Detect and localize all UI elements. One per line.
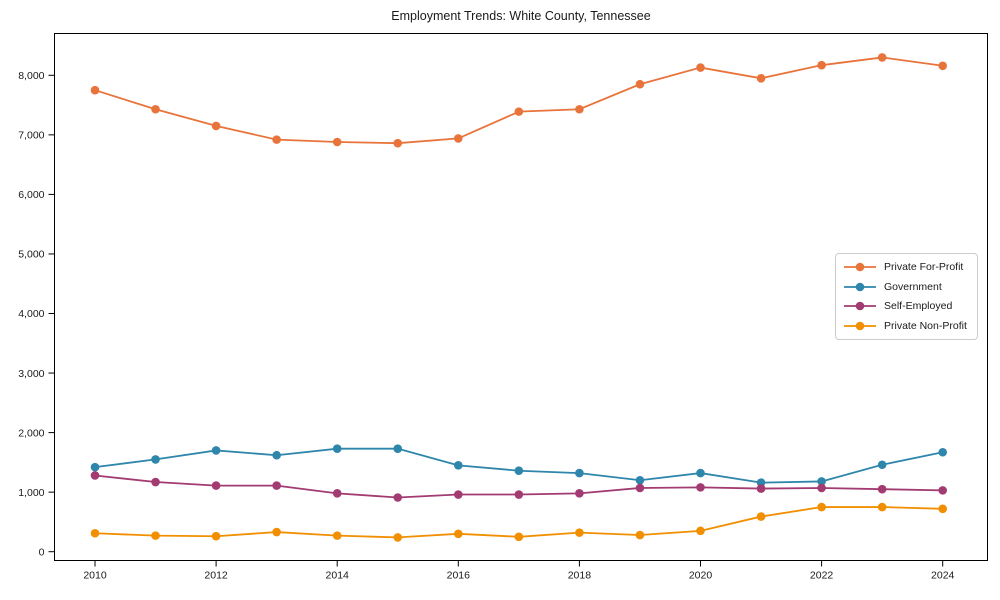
y-tick-label: 3,000 <box>18 368 44 380</box>
data-point-private-non-profit-2012 <box>211 531 221 541</box>
data-point-self-employed-2024 <box>938 486 947 495</box>
series-line-government <box>94 447 943 484</box>
data-point-private-for-profit-2010 <box>90 85 100 95</box>
data-point-private-for-profit-2023 <box>877 53 887 62</box>
data-point-self-employed-2017 <box>514 490 524 499</box>
x-tick-label: 2012 <box>204 570 228 582</box>
data-point-private-for-profit-2017 <box>514 107 524 116</box>
line-marker-icon <box>844 262 876 272</box>
legend-label: Private Non-Profit <box>884 320 967 333</box>
y-tick-label: 1,000 <box>18 487 44 499</box>
data-point-private-non-profit-2018 <box>575 528 584 537</box>
data-point-private-for-profit-2024 <box>938 61 947 71</box>
x-tick-label: 2018 <box>568 570 592 582</box>
data-point-private-non-profit-2019 <box>635 530 645 540</box>
chart-title: Employment Trends: White County, Tenness… <box>391 9 651 23</box>
data-point-self-employed-2016 <box>454 490 463 499</box>
data-point-private-for-profit-2015 <box>393 138 403 148</box>
data-point-private-for-profit-2020 <box>696 63 705 72</box>
data-point-private-non-profit-2023 <box>877 502 887 512</box>
y-tick-label: 6,000 <box>18 189 44 201</box>
data-point-private-for-profit-2014 <box>332 137 342 147</box>
legend-label: Government <box>884 280 942 293</box>
data-point-self-employed-2011 <box>151 477 160 487</box>
legend: Private For-Profit Government Self-Emplo… <box>835 253 978 340</box>
x-tick-label: 2022 <box>810 570 834 582</box>
data-point-private-for-profit-2022 <box>817 60 826 70</box>
y-tick-label: 7,000 <box>18 130 44 142</box>
data-point-government-2020 <box>696 468 705 478</box>
data-point-self-employed-2023 <box>877 484 887 494</box>
data-point-government-2017 <box>514 466 524 476</box>
x-tick-label: 2020 <box>689 570 713 582</box>
data-point-self-employed-2018 <box>575 489 584 498</box>
data-point-private-for-profit-2021 <box>756 73 766 83</box>
data-point-self-employed-2021 <box>756 484 766 493</box>
data-point-private-for-profit-2011 <box>151 104 160 114</box>
data-point-government-2012 <box>211 446 221 455</box>
line-marker-icon <box>844 321 876 331</box>
data-point-self-employed-2010 <box>90 471 100 480</box>
data-point-self-employed-2015 <box>393 493 403 502</box>
legend-item-private-non-profit: Private Non-Profit <box>843 317 977 335</box>
data-point-private-non-profit-2022 <box>817 502 826 512</box>
data-point-government-2011 <box>151 455 160 464</box>
line-marker-icon <box>844 282 876 291</box>
data-point-self-employed-2020 <box>696 483 705 492</box>
x-tick-label: 2010 <box>83 570 107 582</box>
data-point-government-2022 <box>817 477 826 486</box>
legend-item-private-for-profit: Private For-Profit <box>843 258 977 276</box>
y-tick-label: 4,000 <box>18 308 44 320</box>
data-point-private-for-profit-2016 <box>454 134 463 143</box>
y-tick-label: 0 <box>39 546 45 558</box>
data-point-government-2014 <box>332 444 342 453</box>
x-tick-label: 2024 <box>931 570 955 582</box>
data-point-private-non-profit-2013 <box>272 527 281 537</box>
x-tick-label: 2014 <box>326 570 350 582</box>
data-point-self-employed-2014 <box>332 489 342 498</box>
series-line-private-for-profit <box>94 56 943 145</box>
y-tick-label: 2,000 <box>18 427 44 439</box>
data-point-government-2013 <box>272 450 281 460</box>
data-point-government-2023 <box>877 460 887 470</box>
data-point-private-non-profit-2020 <box>696 526 705 536</box>
y-tick-label: 8,000 <box>18 70 44 82</box>
data-point-private-non-profit-2014 <box>332 531 342 540</box>
y-tick-label: 5,000 <box>18 249 44 261</box>
data-point-private-non-profit-2024 <box>938 504 947 514</box>
legend-label: Private For-Profit <box>884 260 964 273</box>
data-point-private-non-profit-2016 <box>454 529 463 539</box>
data-point-private-non-profit-2011 <box>151 531 160 540</box>
legend-label: Self-Employed <box>884 300 953 313</box>
data-point-private-non-profit-2017 <box>514 532 524 542</box>
line-marker-icon <box>844 302 876 311</box>
data-point-private-for-profit-2018 <box>575 104 584 114</box>
data-point-government-2010 <box>90 462 100 472</box>
data-point-government-2019 <box>635 475 645 485</box>
data-point-private-for-profit-2019 <box>635 79 645 89</box>
data-point-self-employed-2013 <box>272 481 281 490</box>
legend-item-self-employed: Self-Employed <box>843 297 977 315</box>
data-point-government-2016 <box>454 461 463 470</box>
data-point-self-employed-2019 <box>635 483 645 493</box>
data-point-government-2024 <box>938 447 947 457</box>
plot-border <box>54 33 988 561</box>
data-point-government-2015 <box>393 444 403 453</box>
data-point-private-for-profit-2013 <box>272 135 281 144</box>
data-point-self-employed-2022 <box>817 483 826 493</box>
legend-item-government: Government <box>843 278 977 296</box>
data-point-private-non-profit-2010 <box>90 528 100 538</box>
data-point-government-2018 <box>575 468 584 478</box>
data-point-self-employed-2012 <box>211 481 221 490</box>
data-point-private-non-profit-2021 <box>756 512 766 521</box>
data-point-government-2021 <box>756 478 766 487</box>
data-point-private-for-profit-2012 <box>211 121 221 131</box>
data-point-private-non-profit-2015 <box>393 533 403 542</box>
x-tick-label: 2016 <box>447 570 471 582</box>
